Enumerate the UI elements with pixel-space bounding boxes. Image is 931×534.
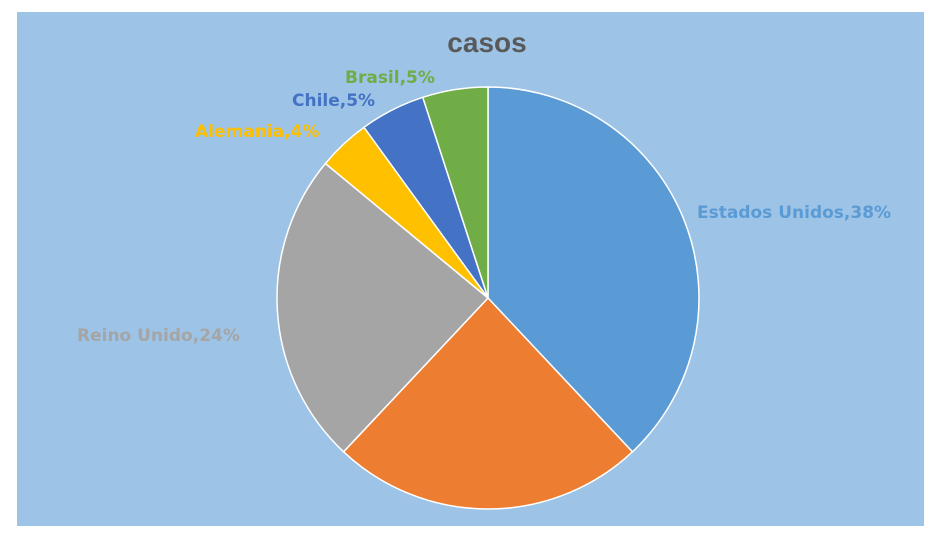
data-label-reino-unido: Reino Unido,24% (77, 326, 240, 346)
pie-slice-brasil (421, 86, 489, 299)
data-label-alemania: Alemania,4% (195, 122, 319, 142)
pie-slices (276, 86, 700, 510)
chart-area: casos Estados Unidos,38% España,24% Reino … (17, 12, 924, 526)
data-label-espana: España,24% (501, 525, 617, 526)
data-label-chile: Chile,5% (292, 91, 375, 111)
pie-slice-espana (342, 296, 634, 510)
pie-labels: Estados Unidos,38% España,24% Reino Unido,… (77, 68, 891, 526)
data-label-brasil: Brasil,5% (345, 68, 435, 88)
pie-chart: casos Estados Unidos,38% España,24% Reino … (77, 27, 891, 526)
chart-title: casos (447, 27, 526, 58)
data-label-estados-unidos: Estados Unidos,38% (697, 203, 891, 223)
pie-slice-reino-unido (276, 162, 490, 453)
pie-slice-estados-unidos (487, 86, 700, 453)
